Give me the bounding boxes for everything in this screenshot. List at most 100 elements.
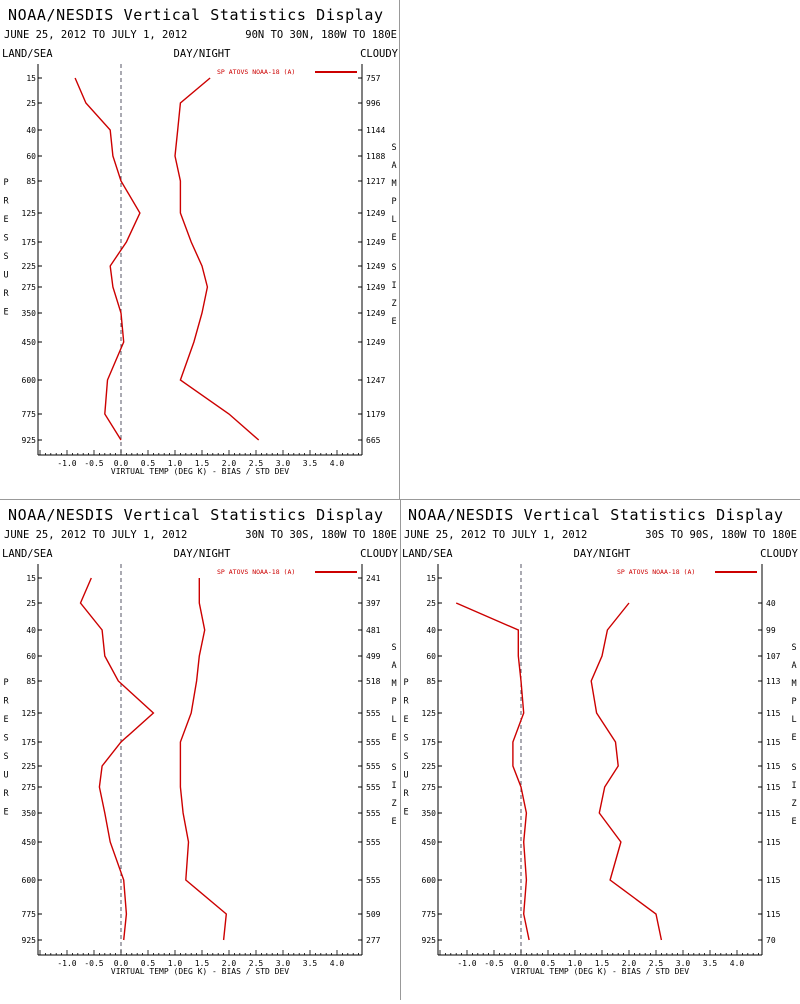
y2label-letter: P (391, 197, 396, 207)
x-tick-label: 0.0 (514, 959, 529, 968)
sample-size-label: 113 (766, 677, 781, 686)
pressure-tick-label: 600 (22, 376, 37, 385)
ylabel-letter: U (3, 771, 8, 781)
date-range: JUNE 25, 2012 TO JULY 1, 2012 (4, 529, 187, 541)
pressure-tick-label: 450 (422, 838, 437, 847)
chart-panel-1: NOAA/NESDIS Vertical Statistics Display J… (2, 6, 399, 476)
pressure-tick-label: 225 (422, 762, 437, 771)
legend-label: SP ATOVS NOAA-18 (A) (217, 68, 295, 76)
y2label-letter: S (391, 763, 396, 773)
sample-size-label: 115 (766, 910, 781, 919)
sample-size-label: 1247 (366, 376, 385, 385)
sample-size-label: 1249 (366, 209, 385, 218)
ylabel-letter: E (3, 715, 8, 725)
chart-title: NOAA/NESDIS Vertical Statistics Display (8, 506, 384, 524)
sample-size-label: 555 (366, 838, 381, 847)
pressure-tick-label: 15 (426, 574, 436, 583)
land-sea-label: LAND/SEA (402, 548, 453, 560)
sample-size-label: 115 (766, 783, 781, 792)
sample-size-label: 115 (766, 809, 781, 818)
pressure-tick-label: 85 (26, 177, 36, 186)
sample-size-label: 40 (766, 599, 776, 608)
y2label-letter: Z (391, 799, 396, 809)
sample-size-label: 1249 (366, 309, 385, 318)
date-range: JUNE 25, 2012 TO JULY 1, 2012 (4, 29, 187, 41)
x-tick-label: 3.0 (276, 459, 291, 468)
sample-size-label: 555 (366, 709, 381, 718)
ylabel-letter: R (403, 697, 409, 707)
y2label-letter: Z (791, 799, 796, 809)
chart-title: NOAA/NESDIS Vertical Statistics Display (8, 6, 384, 24)
ylabel-letter: E (403, 715, 408, 725)
series-line-std-dev (174, 77, 260, 441)
sample-size-label: 397 (366, 599, 381, 608)
x-tick-label: 0.0 (114, 459, 129, 468)
sample-size-label: 555 (366, 762, 381, 771)
y2label-letter: S (391, 263, 396, 273)
ylabel-letter: S (3, 252, 8, 262)
sample-size-label: 70 (766, 936, 776, 945)
y2label-letter: E (391, 233, 396, 243)
ylabel-letter: S (403, 752, 408, 762)
sample-size-label: 1249 (366, 262, 385, 271)
series-line-std-dev (590, 602, 663, 941)
pressure-tick-label: 275 (22, 283, 37, 292)
ylabel-letter: E (3, 308, 8, 318)
ylabel-letter: U (403, 771, 408, 781)
x-tick-label: 2.0 (222, 959, 237, 968)
pressure-tick-label: 175 (22, 738, 37, 747)
y2label-letter: M (791, 679, 796, 689)
x-tick-label: 2.5 (249, 959, 264, 968)
pressure-tick-label: 15 (26, 574, 36, 583)
ylabel-letter: E (3, 215, 8, 225)
sample-size-label: 1249 (366, 338, 385, 347)
y2label-letter: E (791, 733, 796, 743)
pressure-tick-label: 350 (22, 309, 37, 318)
sample-size-label: 757 (366, 74, 381, 83)
x-tick-label: 2.0 (222, 459, 237, 468)
y2label-letter: I (391, 781, 396, 791)
legend-label: SP ATOVS NOAA-18 (A) (617, 568, 695, 576)
chart-panel-3: NOAA/NESDIS Vertical Statistics Display J… (402, 506, 799, 976)
pressure-tick-label: 125 (22, 209, 37, 218)
land-sea-label: LAND/SEA (2, 48, 53, 60)
x-tick-label: 4.0 (330, 959, 345, 968)
x-tick-label: 4.0 (730, 959, 745, 968)
pressure-tick-label: 40 (26, 626, 36, 635)
x-tick-label: 3.5 (303, 959, 318, 968)
pressure-tick-label: 40 (26, 126, 36, 135)
sample-size-label: 555 (366, 738, 381, 747)
y2label-letter: E (791, 817, 796, 827)
sample-size-label: 481 (366, 626, 381, 635)
y2label-letter: Z (391, 299, 396, 309)
x-tick-label: 0.5 (541, 959, 556, 968)
sample-size-label: 241 (366, 574, 381, 583)
y2label-letter: E (391, 733, 396, 743)
pressure-tick-label: 60 (26, 152, 36, 161)
sample-size-label: 277 (366, 936, 381, 945)
ylabel-letter: E (403, 808, 408, 818)
ylabel-letter: R (3, 289, 9, 299)
date-range: JUNE 25, 2012 TO JULY 1, 2012 (404, 529, 587, 541)
series-line-bias (74, 77, 141, 441)
ylabel-letter: E (3, 808, 8, 818)
sample-size-label: 115 (766, 838, 781, 847)
sample-size-label: 115 (766, 762, 781, 771)
pressure-tick-label: 450 (22, 338, 37, 347)
pressure-tick-label: 225 (22, 762, 37, 771)
series-line-bias (79, 577, 155, 941)
sample-size-label: 555 (366, 783, 381, 792)
sample-size-label: 1249 (366, 283, 385, 292)
ylabel-letter: P (403, 678, 408, 688)
series-line-bias (455, 602, 530, 941)
x-tick-label: 0.5 (141, 459, 156, 468)
x-tick-label: 3.0 (276, 959, 291, 968)
x-tick-label: 1.0 (168, 959, 183, 968)
pressure-tick-label: 60 (26, 652, 36, 661)
sample-size-label: 499 (366, 652, 381, 661)
y2label-letter: L (391, 715, 396, 725)
pressure-tick-label: 925 (22, 936, 37, 945)
sample-size-label: 1179 (366, 410, 385, 419)
x-tick-label: -1.0 (457, 959, 476, 968)
